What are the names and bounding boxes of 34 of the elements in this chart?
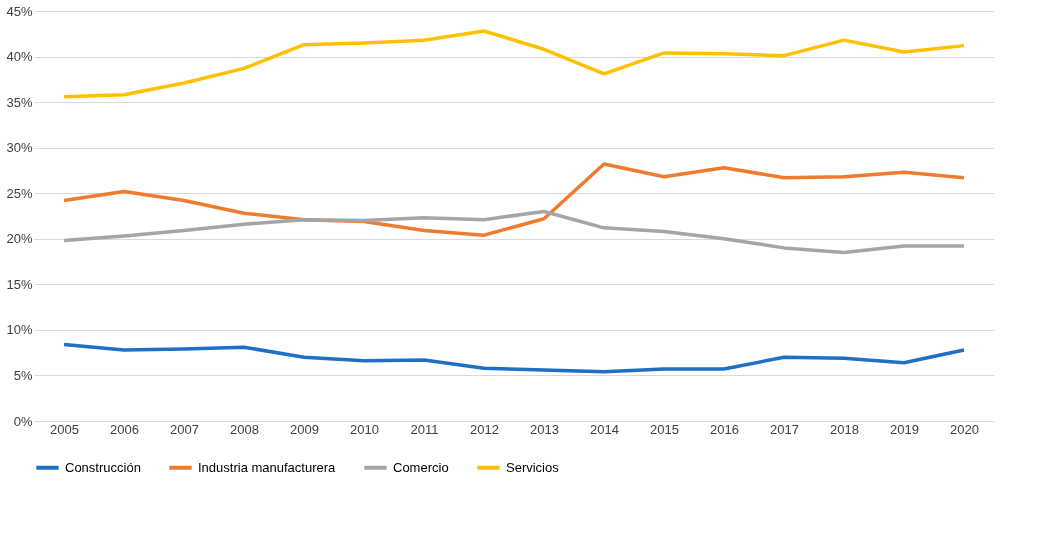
y-tick-label: 35% [6,94,33,110]
x-tick-label: 2008 [230,421,259,437]
x-tick-label: 2016 [710,421,739,437]
x-tick-label: 2017 [770,421,799,437]
x-tick-label: 2011 [410,421,439,437]
x-tick-label: 2012 [470,421,499,437]
y-tick-label: 5% [13,367,33,383]
x-tick-label: 2014 [590,421,619,437]
x-tick-label: 2013 [530,421,559,437]
legend-label: Servicios [506,459,560,475]
y-tick-label: 10% [6,322,33,338]
x-tick-label: 2010 [350,421,379,437]
line-series [62,162,966,237]
legend-label: Construcción [65,459,141,475]
y-tick-label: 20% [6,231,33,247]
legend-label: Industria manufacturera [198,459,337,475]
y-tick-label: 40% [6,49,33,65]
x-tick-label: 2009 [290,421,319,437]
y-tick-label: 0% [13,413,33,429]
y-tick-label: 25% [6,185,33,201]
legend-label: Comercio [393,459,449,475]
x-tick-label: 2019 [890,421,919,437]
line-series [62,29,966,99]
line-series [62,209,966,255]
line-series [62,342,966,374]
x-tick-label: 2005 [50,421,79,437]
x-tick-label: 2006 [110,421,139,437]
y-tick-label: 45% [6,3,33,19]
x-tick-label: 2007 [170,421,199,437]
x-tick-label: 2015 [650,421,679,437]
x-tick-label: 2020 [950,421,979,437]
y-tick-label: 30% [6,140,33,156]
y-tick-label: 15% [6,276,33,292]
x-tick-label: 2018 [830,421,859,437]
